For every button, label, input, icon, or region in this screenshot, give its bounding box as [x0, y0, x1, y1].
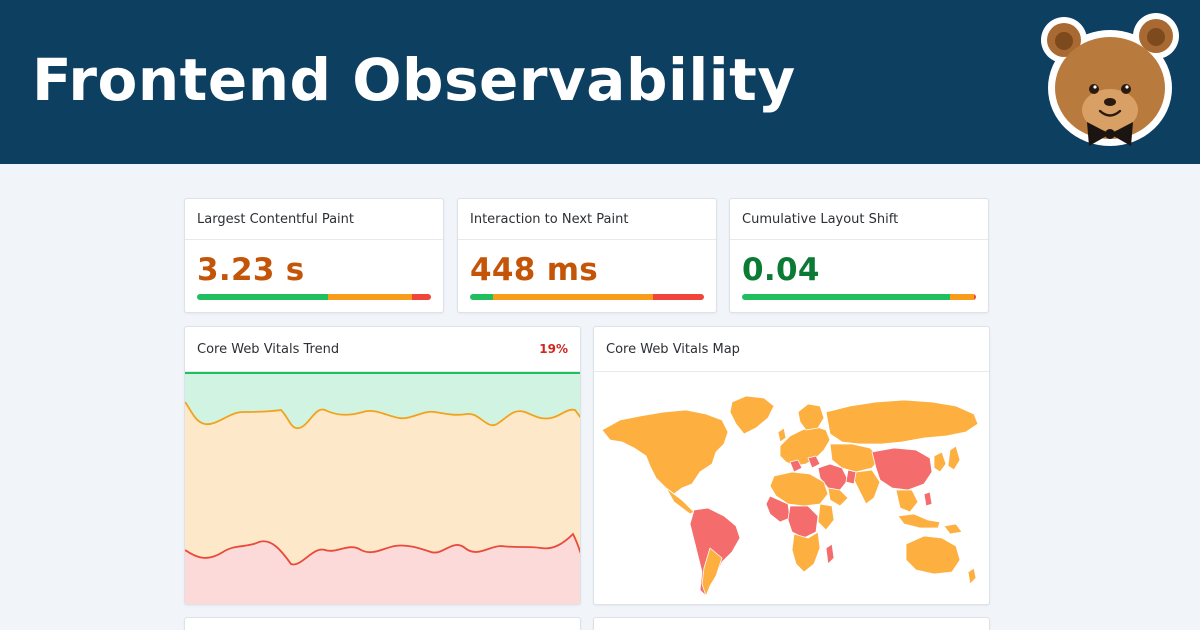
- map-region-middle-east: [817, 463, 849, 491]
- distribution-segment-poor: [652, 294, 704, 300]
- lcp-card[interactable]: Largest Contentful Paint 3.23 s: [184, 198, 444, 313]
- map-card-title: Core Web Vitals Map: [606, 341, 740, 357]
- distribution-segment-needs-improvement: [950, 294, 974, 300]
- map-region-india: [853, 469, 881, 505]
- map-region-pakistan: [845, 469, 857, 485]
- lcp-value: 3.23 s: [197, 252, 305, 288]
- map-region-south-america-south: [701, 547, 723, 597]
- page-title: Frontend Observability: [32, 46, 796, 114]
- world-map[interactable]: [594, 372, 990, 604]
- good-band: [185, 372, 580, 429]
- map-region-southern-europe: [789, 459, 803, 473]
- map-region-central-africa: [787, 505, 819, 539]
- inp-value: 448 ms: [470, 252, 599, 288]
- map-region-japan: [947, 445, 961, 471]
- trend-badge: 19%: [539, 342, 568, 356]
- bear-logo-icon: [1041, 13, 1179, 146]
- header-banner: Frontend Observability: [0, 0, 1200, 164]
- map-region-north-america: [601, 409, 729, 495]
- map-region-east-africa: [817, 503, 835, 531]
- trend-card-title: Core Web Vitals Trend: [197, 341, 340, 357]
- trend-card-header: Core Web Vitals Trend 19%: [185, 327, 580, 372]
- distribution-segment-poor: [412, 294, 431, 300]
- map-region-west-africa: [765, 495, 791, 523]
- inp-card-header: Interaction to Next Paint: [458, 199, 716, 240]
- distribution-segment-needs-improvement: [328, 294, 413, 300]
- map-region-philippines: [923, 491, 933, 507]
- map-region-balkans: [807, 455, 821, 469]
- trend-card[interactable]: Core Web Vitals Trend 19%: [184, 326, 581, 605]
- map-region-scandinavia: [797, 403, 825, 431]
- map-region-southeast-asia: [895, 489, 919, 513]
- inp-card-title: Interaction to Next Paint: [470, 211, 629, 227]
- needs-improvement-series-line: [185, 401, 580, 430]
- map-region-new-zealand: [967, 567, 977, 585]
- map-region-china: [871, 447, 933, 491]
- map-card[interactable]: Core Web Vitals Map: [593, 326, 990, 605]
- map-region-europe: [779, 425, 831, 467]
- map-region-arabia: [827, 487, 849, 507]
- cls-value: 0.04: [742, 252, 820, 288]
- map-region-russia: [825, 399, 979, 445]
- map-region-papua: [943, 523, 963, 535]
- distribution-segment-good: [742, 294, 951, 300]
- distribution-segment-needs-improvement: [493, 294, 653, 300]
- map-region-korea-japan: [933, 451, 947, 473]
- bottom-card-left: [184, 617, 581, 630]
- lcp-card-title: Largest Contentful Paint: [197, 211, 355, 227]
- map-region-uk: [777, 427, 787, 443]
- inp-distribution-bar: [470, 294, 704, 300]
- map-region-central-america: [665, 487, 695, 515]
- map-region-southern-africa: [791, 531, 821, 573]
- distribution-segment-good: [470, 294, 494, 300]
- map-region-madagascar: [825, 543, 835, 565]
- cls-card[interactable]: Cumulative Layout Shift 0.04: [729, 198, 989, 313]
- poor-series-line: [185, 532, 580, 566]
- lcp-card-header: Largest Contentful Paint: [185, 199, 443, 240]
- cls-card-title: Cumulative Layout Shift: [742, 211, 899, 227]
- cls-card-header: Cumulative Layout Shift: [730, 199, 988, 240]
- trend-chart: [185, 372, 580, 604]
- inp-card[interactable]: Interaction to Next Paint 448 ms: [457, 198, 717, 313]
- distribution-segment-poor: [973, 294, 976, 300]
- bottom-card-right: [593, 617, 990, 630]
- lcp-distribution-bar: [197, 294, 431, 300]
- map-region-greenland: [729, 395, 775, 435]
- map-region-central-asia: [829, 443, 881, 473]
- cls-distribution-bar: [742, 294, 976, 300]
- map-card-header: Core Web Vitals Map: [594, 327, 989, 372]
- map-region-indonesia: [897, 513, 941, 529]
- distribution-segment-good: [197, 294, 329, 300]
- map-region-australia: [905, 535, 961, 575]
